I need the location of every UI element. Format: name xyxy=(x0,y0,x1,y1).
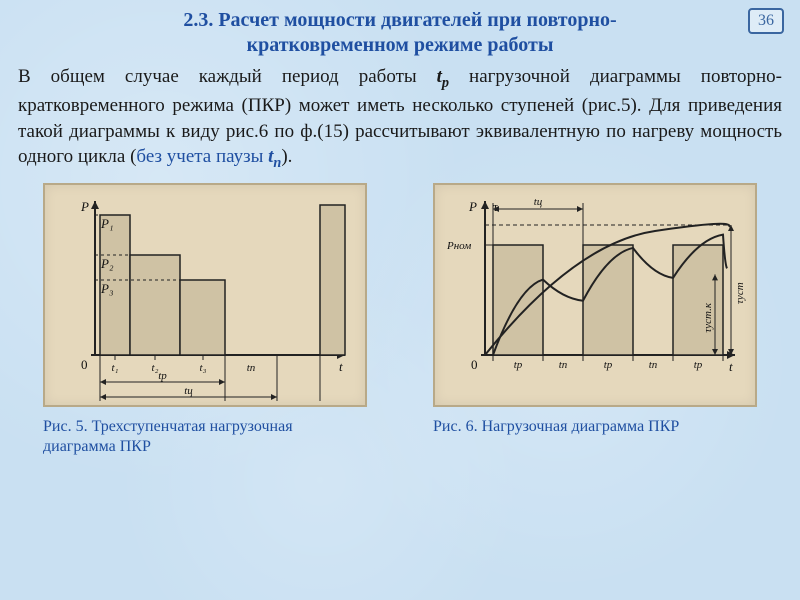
para-tp-sub: р xyxy=(442,75,449,91)
svg-text:tр: tр xyxy=(604,359,613,371)
svg-text:tп: tп xyxy=(649,359,658,371)
svg-text:τуст.к: τуст.к xyxy=(702,302,714,333)
svg-text:τуст: τуст xyxy=(734,283,746,305)
para-seg-3: ). xyxy=(281,146,292,167)
section-heading: 2.3. Расчет мощности двигателей при повт… xyxy=(0,0,800,64)
svg-text:Pном: Pном xyxy=(446,240,471,252)
svg-text:tц: tц xyxy=(534,196,543,208)
para-seg-1: В общем случае каждый период работы xyxy=(18,66,437,87)
svg-text:P: P xyxy=(80,199,89,214)
svg-text:tп: tп xyxy=(559,359,568,371)
figure-6-svg: Pτt0Pномtцτустτуст.кtрtпtрtпtр xyxy=(435,185,755,405)
svg-text:t₃: t₃ xyxy=(200,362,207,374)
figure-5-caption: Рис. 5. Трехступенчатая нагрузочная диаг… xyxy=(43,417,363,457)
figure-6-column: Pτt0Pномtцτустτуст.кtрtпtрtпtр Рис. 6. Н… xyxy=(433,183,757,437)
svg-text:0: 0 xyxy=(81,357,88,372)
page-number: 36 xyxy=(758,12,774,29)
svg-text:tр: tр xyxy=(514,359,523,371)
figure-6-caption: Рис. 6. Нагрузочная диаграмма ПКР xyxy=(433,417,679,437)
figures-row: Pt0P₁P₂P₃t₁t₂t₃tпtрtц Рис. 5. Трехступен… xyxy=(0,177,800,457)
para-blue: без учета паузы xyxy=(136,146,268,167)
svg-text:t: t xyxy=(729,359,733,374)
page-number-badge: 36 xyxy=(748,8,784,34)
svg-text:t: t xyxy=(339,359,343,374)
heading-line-1: 2.3. Расчет мощности двигателей при повт… xyxy=(183,9,616,31)
svg-text:0: 0 xyxy=(471,357,478,372)
svg-text:t₁: t₁ xyxy=(112,362,119,374)
figure-5-diagram: Pt0P₁P₂P₃t₁t₂t₃tпtрtц xyxy=(43,183,367,407)
svg-text:P: P xyxy=(468,199,477,214)
figure-5-svg: Pt0P₁P₂P₃t₁t₂t₃tпtрtц xyxy=(45,185,365,405)
svg-text:tп: tп xyxy=(247,362,256,374)
body-paragraph: В общем случае каждый период работы tр н… xyxy=(0,64,800,177)
svg-text:P₁: P₁ xyxy=(100,216,113,231)
svg-text:tр: tр xyxy=(158,370,167,382)
heading-line-2: кратковременном режиме работы xyxy=(247,34,554,56)
figure-6-diagram: Pτt0Pномtцτустτуст.кtрtпtрtпtр xyxy=(433,183,757,407)
svg-text:P₃: P₃ xyxy=(100,281,113,296)
svg-text:P₂: P₂ xyxy=(100,256,114,271)
svg-text:tц: tц xyxy=(184,385,193,397)
figure-5-column: Pt0P₁P₂P₃t₁t₂t₃tпtрtц Рис. 5. Трехступен… xyxy=(43,183,367,457)
svg-text:tр: tр xyxy=(694,359,703,371)
